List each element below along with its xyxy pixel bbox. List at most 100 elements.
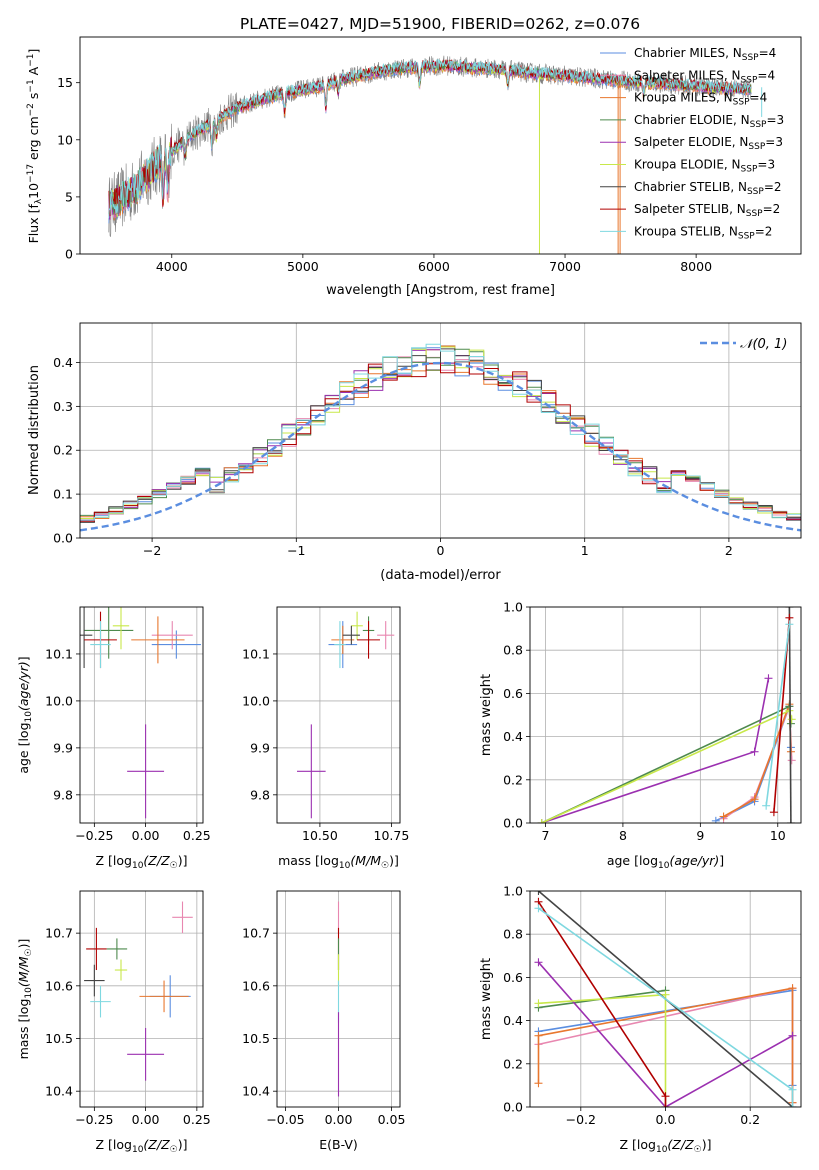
weight-series <box>534 990 670 1107</box>
plot-area <box>108 55 763 254</box>
x-tick-label: 0 <box>437 543 445 558</box>
y-tick-label: 0.6 <box>503 970 523 985</box>
residual-histogram <box>80 361 801 522</box>
y-axis-label: Normed distribution <box>27 365 42 495</box>
x-tick-label: 0.25 <box>183 828 211 843</box>
y-tick-label: 0.4 <box>503 729 523 744</box>
x-tick-label: 8 <box>619 828 627 843</box>
data-point <box>131 616 185 664</box>
y-tick-label: 10.1 <box>45 646 73 661</box>
data-point <box>86 927 107 971</box>
x-axis-label: Z [log10(Z/Z☉)] <box>620 1137 712 1155</box>
x-tick-label: 0.00 <box>132 1112 160 1127</box>
chart-weight-vs-age: 7 8 9 10 0.0 0.2 0.4 0.6 0.8 1.0 mass weight age [l… <box>479 600 802 871</box>
weight-series <box>534 897 670 1107</box>
plot-area <box>84 901 193 1081</box>
data-point <box>90 985 111 1018</box>
y-tick-label: 10.6 <box>242 978 270 993</box>
y-axis-label: age [log10(age/yr)] <box>16 656 34 773</box>
y-tick-label: 10.7 <box>45 926 73 941</box>
y-tick-label: 10.5 <box>242 1031 270 1046</box>
plot-area <box>537 607 796 823</box>
y-tick-label: 10.6 <box>45 978 73 993</box>
y-tick-label: 5 <box>65 189 73 204</box>
x-tick-label: 10 <box>770 828 786 843</box>
chart-mass-vs-Z: −0.25 0.00 0.25 10.4 10.5 10.6 10.7 Z [log10(Z/… <box>16 890 211 1155</box>
x-tick-label: 10.50 <box>302 828 338 843</box>
figure-title: PLATE=0427, MJD=51900, FIBERID=0262, z=0… <box>240 15 640 33</box>
x-tick-label: 9 <box>696 828 704 843</box>
x-tick-label: −0.05 <box>266 1112 304 1127</box>
data-point <box>334 621 346 669</box>
model-spectrum <box>108 59 752 219</box>
x-tick-label: −0.2 <box>566 1112 596 1127</box>
x-tick-label: 4000 <box>156 259 188 274</box>
x-tick-label: 2 <box>725 543 733 558</box>
data-point <box>377 621 395 650</box>
y-tick-label: 0.1 <box>53 487 73 502</box>
legend-entry: Kroupa STELIB, NSSP=2 <box>634 224 772 241</box>
legend-entry: Salpeter ELODIE, NSSP=3 <box>634 135 783 152</box>
chart-mass-vs-ebv: −0.05 0.00 0.05 10.4 10.5 10.6 10.7 E(B-V) <box>242 890 405 1152</box>
legend-entry: Salpeter MILES, NSSP=4 <box>634 68 775 85</box>
weight-series <box>534 904 797 1107</box>
data-point <box>80 607 93 669</box>
x-tick-label: 0.2 <box>740 1112 760 1127</box>
data-point <box>90 621 111 669</box>
legend-entry: 𝒩(0, 1) <box>740 337 787 352</box>
chart-age-vs-mass: 10.50 10.75 9.8 9.9 10.0 10.1 mass [log10(M/M☉… <box>242 606 409 871</box>
chart-weight-vs-Z: −0.2 0.0 0.2 0.0 0.2 0.4 0.6 0.8 1.0 mass weight Z… <box>479 884 802 1155</box>
y-tick-label: 9.9 <box>53 740 73 755</box>
weight-series <box>537 702 795 823</box>
x-tick-label: 1 <box>581 543 589 558</box>
legend-entry: Chabrier ELODIE, NSSP=3 <box>634 113 784 130</box>
weight-series <box>762 620 794 810</box>
chart-age-vs-Z: −0.25 0.00 0.25 9.8 9.9 10.0 10.1 Z [log10(Z/Z☉… <box>16 606 211 871</box>
y-tick-label: 0.4 <box>53 355 73 370</box>
y-tick-label: 0.2 <box>53 443 73 458</box>
x-tick-label: 7 <box>542 828 550 843</box>
x-tick-label: −1 <box>287 543 305 558</box>
legend-entry: Chabrier STELIB, NSSP=2 <box>634 180 782 197</box>
axes-frame <box>79 606 204 824</box>
data-point <box>342 625 360 645</box>
legend-entry: Kroupa MILES, NSSP=4 <box>634 91 767 108</box>
x-tick-label: −0.25 <box>75 1112 113 1127</box>
y-tick-label: 0.6 <box>503 686 523 701</box>
x-tick-label: 0.00 <box>132 828 160 843</box>
chart-residuals: −2 −1 0 1 2 0.0 0.1 0.2 0.3 0.4 𝒩(0, 1) (data-model… <box>27 322 802 583</box>
weight-series <box>711 702 795 823</box>
y-tick-label: 10.1 <box>242 646 270 661</box>
axes-frame <box>79 890 204 1108</box>
y-tick-label: 1.0 <box>503 884 523 899</box>
x-tick-label: 6000 <box>418 259 450 274</box>
data-point <box>127 724 165 819</box>
y-tick-label: 10.4 <box>45 1084 73 1099</box>
x-tick-label: −2 <box>143 543 161 558</box>
y-tick-label: 0 <box>65 247 73 262</box>
legend-entry: Chabrier MILES, NSSP=4 <box>634 46 776 63</box>
x-tick-label: −0.25 <box>75 828 113 843</box>
x-tick-label: 5000 <box>287 259 319 274</box>
data-point <box>106 938 128 960</box>
weight-series <box>537 674 773 823</box>
x-axis-label: E(B-V) <box>319 1137 358 1152</box>
data-point <box>84 964 105 997</box>
y-tick-label: 9.9 <box>250 740 270 755</box>
chart-spectrum: 4000 5000 6000 7000 8000 0 5 10 15 Chabrier MILES… <box>26 36 802 298</box>
y-tick-label: 0.0 <box>503 816 523 831</box>
y-tick-label: 0.2 <box>503 1056 523 1071</box>
data-point <box>127 1027 165 1081</box>
y-tick-label: 0.0 <box>503 1100 523 1115</box>
y-axis-label: mass weight <box>479 958 494 1040</box>
plot-area <box>534 891 797 1107</box>
y-tick-label: 15 <box>57 75 73 90</box>
weight-series <box>785 607 795 823</box>
normal-curve <box>80 361 801 532</box>
axes-frame <box>79 36 802 255</box>
y-axis-label: mass [log10(M/M☉)] <box>16 939 34 1060</box>
x-axis-label: mass [log10(M/M☉)] <box>278 853 399 871</box>
x-tick-label: 0.00 <box>325 1112 353 1127</box>
residual-histogram <box>80 343 801 521</box>
